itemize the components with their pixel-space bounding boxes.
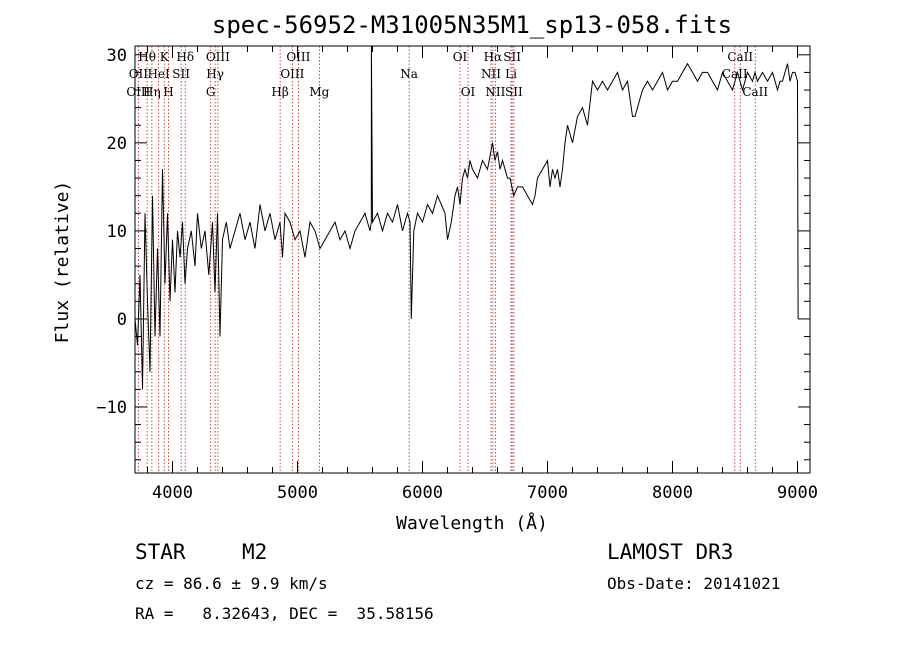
emission-line-label: HeI bbox=[147, 67, 170, 81]
survey-name: LAMOST DR3 bbox=[607, 540, 734, 564]
emission-line-label: OI bbox=[453, 50, 468, 64]
emission-line-markers bbox=[137, 46, 756, 473]
emission-line-label: Hθ bbox=[138, 50, 156, 64]
emission-line-label: OI bbox=[461, 85, 476, 99]
x-tick-label: 7000 bbox=[527, 483, 568, 503]
observation-date: Obs-Date: 20141021 bbox=[607, 574, 781, 593]
emission-line-label: OIII bbox=[126, 85, 150, 99]
y-tick-label: 0 bbox=[117, 310, 127, 330]
y-tick-label: 10 bbox=[107, 222, 127, 242]
emission-line-label: Mg bbox=[309, 85, 329, 99]
spectrum-line bbox=[134, 45, 799, 390]
object-subclass: M2 bbox=[242, 540, 268, 564]
emission-line-label: Hη bbox=[143, 85, 161, 99]
x-axis-ticks: 4000 5000 6000 7000 8000 9000 bbox=[147, 46, 818, 503]
x-tick-label: 9000 bbox=[777, 483, 818, 503]
x-tick-label: 4000 bbox=[152, 483, 193, 503]
chart-title: spec-56952-M31005N35M1_sp13-058.fits bbox=[212, 11, 732, 39]
emission-line-label: OIII bbox=[280, 67, 304, 81]
x-tick-label: 8000 bbox=[652, 483, 693, 503]
emission-line-label: NII bbox=[485, 85, 505, 99]
emission-line-label: Hγ bbox=[206, 67, 224, 81]
emission-line-label: CaII bbox=[742, 85, 768, 99]
emission-line-label: G bbox=[206, 85, 216, 99]
emission-line-label: OII bbox=[129, 67, 149, 81]
emission-line-label: CaII bbox=[727, 50, 753, 64]
emission-line-label: NII bbox=[481, 67, 501, 81]
emission-line-label: Hδ bbox=[176, 50, 194, 64]
emission-line-label: K bbox=[160, 50, 170, 64]
emission-line-label: Hβ bbox=[271, 85, 288, 99]
emission-line-label: OIII bbox=[206, 50, 230, 64]
emission-line-label: Li bbox=[505, 67, 517, 81]
x-tick-label: 5000 bbox=[277, 483, 318, 503]
object-class: STAR bbox=[135, 540, 186, 564]
y-tick-label: 20 bbox=[107, 134, 127, 154]
y-tick-label: 30 bbox=[107, 46, 127, 66]
emission-line-label: SII bbox=[503, 50, 521, 64]
emission-line-label: CaII bbox=[722, 67, 748, 81]
emission-line-label: OIII bbox=[286, 50, 310, 64]
emission-line-label: SII bbox=[505, 85, 523, 99]
emission-line-label: Na bbox=[400, 67, 418, 81]
y-axis-ticks: −10 0 10 20 30 bbox=[96, 46, 810, 461]
y-tick-label: −10 bbox=[96, 398, 127, 418]
plot-frame bbox=[134, 45, 811, 474]
emission-line-label: Hα bbox=[484, 50, 503, 64]
redshift-cz: cz = 86.6 ± 9.9 km/s bbox=[135, 574, 328, 593]
y-axis-label: Flux (relative) bbox=[52, 181, 73, 344]
emission-line-label: SII bbox=[172, 67, 190, 81]
emission-line-label: H bbox=[163, 85, 173, 99]
x-axis-label: Wavelength (Å) bbox=[396, 512, 548, 534]
x-tick-label: 6000 bbox=[402, 483, 443, 503]
coordinates: RA = 8.32643, DEC = 35.58156 bbox=[135, 604, 434, 623]
